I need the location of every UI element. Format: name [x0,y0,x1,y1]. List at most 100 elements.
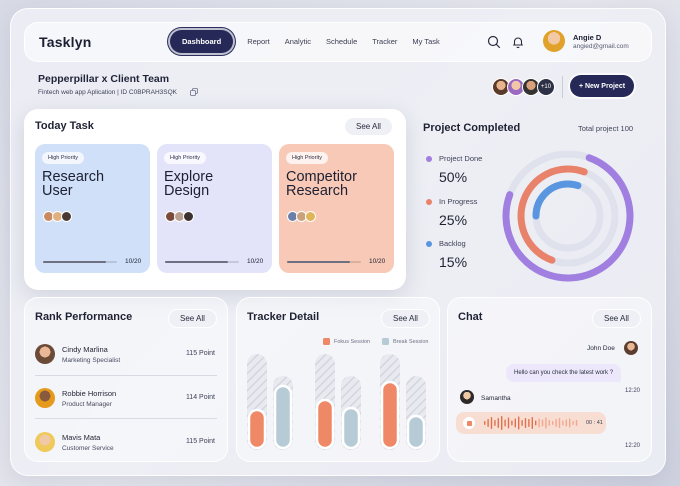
project-title: Pepperpillar x Client Team [38,73,170,85]
voice-duration: 00 : 41 [586,420,603,426]
waveform-bar [518,416,520,430]
legend-value: 25% [439,212,468,228]
waveform-bar [575,420,578,426]
task-progress-bar [287,261,361,263]
rank-name: Robbie Horrison [62,389,117,398]
legend-dot [426,156,432,162]
rank-name: Mavis Mata [62,433,101,442]
nav-analytic[interactable]: Analytic [284,37,311,46]
today-task-card: Today Task See All High Priority Researc… [24,109,406,290]
waveform-bar [511,420,513,426]
copy-icon[interactable] [190,88,198,96]
tracker-bar-break[interactable] [273,384,293,450]
rank-role: Product Manager [62,401,112,408]
avatar [460,390,474,404]
tracker-bar-focus[interactable] [247,408,267,450]
legend-dot [426,241,432,247]
divider [562,76,563,98]
waveform-bar [528,419,530,427]
task-progress-bar [165,261,239,263]
today-task-see-all-button[interactable]: See All [344,117,393,136]
divider [35,418,217,419]
rank-row[interactable]: Robbie Horrison Product Manager 114 Poin… [35,382,221,422]
brand-logo[interactable]: Tasklyn [39,34,92,50]
legend-break-session: Break Session [382,338,428,345]
rank-see-all-button[interactable]: See All [168,309,217,328]
tracker-bar-focus[interactable] [380,380,400,450]
tracker-bar-break[interactable] [341,406,361,450]
voice-message[interactable]: 00 : 41 [456,412,606,434]
waveform-bar [494,420,496,426]
waveform-bar [535,420,537,426]
team-more-badge[interactable]: +10 [537,78,555,96]
main-nav: Dashboard Report Analytic Schedule Track… [170,30,455,53]
team-avatars[interactable]: +10 [492,78,555,96]
rank-role: Customer Service [62,445,114,452]
task-card-research-user[interactable]: High Priority Research User 10/20 [35,144,150,273]
waveform-bar [524,418,527,428]
today-task-title: Today Task [35,120,94,132]
search-icon[interactable] [487,35,501,49]
rank-points: 115 Point [185,438,215,445]
ring-in-progress [517,165,619,267]
rank-row[interactable]: Mavis Mata Customer Service 115 Point [35,426,221,466]
legend-swatch [323,338,330,345]
waveform-bar [545,417,547,429]
task-card-competitor-research[interactable]: High Priority Competitor Research 10/20 [279,144,394,273]
waveform-bar [487,419,489,427]
nav-schedule[interactable]: Schedule [325,37,358,46]
nav-report[interactable]: Report [247,37,270,46]
avatar [35,344,55,364]
chat-panel: Chat See All John Doe Hello can you chec… [447,297,652,462]
waveform-bar [562,420,564,426]
legend-label: Backlog [439,239,466,248]
rank-performance-title: Rank Performance [35,311,133,323]
rank-role: Marketing Specialist [62,357,121,364]
waveform-bar [555,419,557,427]
chat-sender-name: John Doe [587,345,615,352]
avatar [183,211,194,222]
project-completed-donut-chart [502,150,634,282]
rank-row[interactable]: Cindy Marlina Marketing Specialist 115 P… [35,338,221,378]
tracker-see-all-button[interactable]: See All [381,309,430,328]
tracker-detail-panel: Tracker Detail See All Fokus Session Bre… [236,297,440,462]
chat-see-all-button[interactable]: See All [592,309,641,328]
nav-tracker[interactable]: Tracker [372,37,398,46]
legend-focus-session: Fokus Session [323,338,370,345]
waveform-bar [538,418,540,428]
waveform-bar [541,419,544,427]
task-count: 10/20 [125,258,142,265]
avatar [61,211,72,222]
project-total: Total project 100 [578,124,634,133]
avatar [35,432,55,452]
user-name: Angie D [573,33,602,42]
waveform-bar [514,418,516,428]
task-members [43,211,72,222]
message-time: 12:20 [625,443,641,449]
nav-dashboard[interactable]: Dashboard [170,30,234,53]
tracker-bar-break[interactable] [406,414,426,450]
task-count: 10/20 [247,258,264,265]
task-name: Competitor Research [286,169,357,199]
tracker-bar-chart [247,354,426,450]
priority-badge: High Priority [286,152,328,164]
priority-badge: High Priority [164,152,206,164]
task-card-explore-design[interactable]: High Priority Explore Design 10/20 [157,144,272,273]
nav-my-task[interactable]: My Task [412,37,440,46]
user-avatar[interactable] [543,30,565,52]
legend-label: Project Done [439,154,483,163]
audio-waveform [484,416,578,430]
tracker-bar-focus[interactable] [315,398,335,450]
waveform-bar [552,421,554,425]
ring-project-done [502,150,634,282]
new-project-button[interactable]: + New Project [570,75,634,97]
waveform-bar [497,418,499,428]
project-subtitle: Fintech web app Aplication | ID C0BPRAH3… [38,89,177,96]
waveform-bar [569,418,571,428]
ring-backlog [532,180,604,252]
bell-icon[interactable] [511,35,525,49]
play-button[interactable] [463,417,475,429]
task-members [287,211,316,222]
message-time: 12:20 [625,388,641,394]
legend-dot [426,199,432,205]
